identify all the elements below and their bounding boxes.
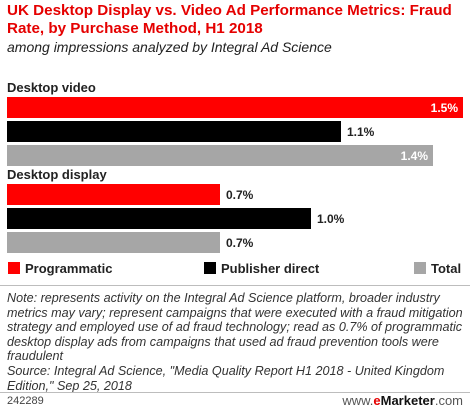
brand-mark: e <box>373 393 381 408</box>
brand-suffix: .com <box>434 393 463 408</box>
divider-bottom <box>0 392 470 393</box>
legend-item-publisher-direct: Publisher direct <box>204 259 319 277</box>
brand-name: Marketer <box>380 393 435 408</box>
legend-label-publisher-direct: Publisher direct <box>221 260 320 276</box>
footnote: Note: represents activity on the Integra… <box>7 291 465 393</box>
divider-top <box>0 285 470 286</box>
legend-label-programmatic: Programmatic <box>25 260 113 276</box>
bar-desktop-video-programmatic <box>7 97 463 118</box>
value-label-desktop-display-total: 0.7% <box>226 236 254 250</box>
source-text: Source: Integral Ad Science, "Media Qual… <box>7 363 445 393</box>
chart-subtitle: among impressions analyzed by Integral A… <box>7 39 332 55</box>
note-text: Note: represents activity on the Integra… <box>7 291 463 364</box>
value-label-desktop-video-publisher-direct: 1.1% <box>347 125 375 139</box>
value-label-desktop-display-programmatic: 0.7% <box>226 188 254 202</box>
chart-id: 242289 <box>7 395 44 407</box>
bar-desktop-video-publisher-direct <box>7 121 341 142</box>
emarketer-logo[interactable]: www.eMarketer.com <box>342 393 463 408</box>
bar-desktop-video-total <box>7 145 433 166</box>
legend-item-total: Total <box>414 259 461 277</box>
legend-swatch-publisher-direct <box>204 262 216 274</box>
legend-item-programmatic: Programmatic <box>8 259 112 277</box>
bar-desktop-display-total <box>7 232 220 253</box>
value-label-desktop-video-total: 1.4% <box>401 149 429 163</box>
group-label-desktop-display: Desktop display <box>7 167 107 182</box>
bar-chart: Desktop video 1.5% 1.1% 1.4% Desktop display… <box>7 80 463 253</box>
chart-title: UK Desktop Display vs. Video Ad Performa… <box>7 2 452 37</box>
legend-label-total: Total <box>431 260 462 276</box>
legend-swatch-total <box>414 262 426 274</box>
legend: Programmatic Publisher direct Total <box>0 259 470 279</box>
legend-swatch-programmatic <box>8 262 20 274</box>
value-label-desktop-display-publisher-direct: 1.0% <box>317 212 345 226</box>
value-label-desktop-video-programmatic: 1.5% <box>431 101 459 115</box>
group-label-desktop-video: Desktop video <box>7 80 96 95</box>
bar-desktop-display-publisher-direct <box>7 208 311 229</box>
bar-desktop-display-programmatic <box>7 184 220 205</box>
brand-prefix: www. <box>342 393 374 408</box>
